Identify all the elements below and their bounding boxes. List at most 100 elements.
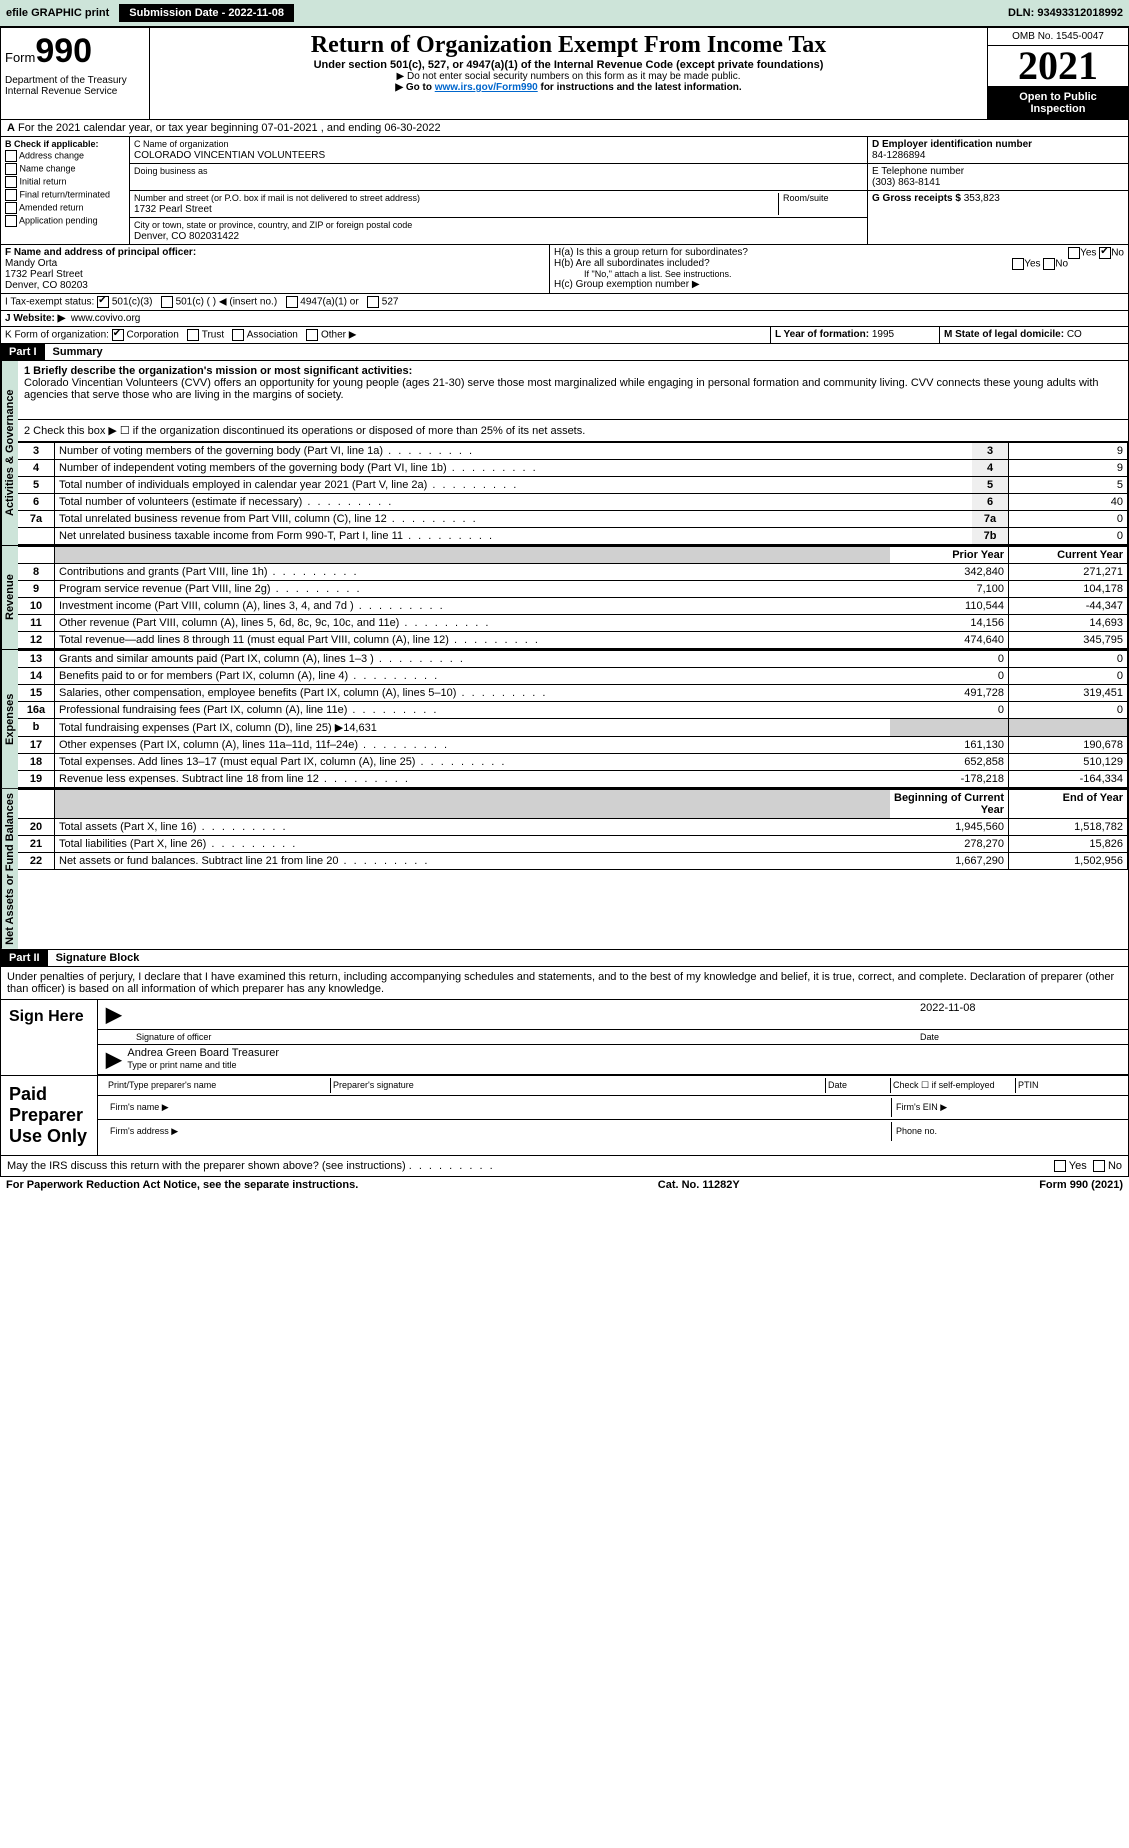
prep-date-label: Date bbox=[826, 1078, 891, 1093]
legal-domicile: CO bbox=[1067, 329, 1082, 340]
form-subtitle: Under section 501(c), 527, or 4947(a)(1)… bbox=[156, 59, 981, 71]
section-klm: K Form of organization: Corporation Trus… bbox=[0, 327, 1129, 344]
chk-501c[interactable] bbox=[161, 296, 173, 308]
chk-501c3[interactable] bbox=[97, 296, 109, 308]
tab-net-assets: Net Assets or Fund Balances bbox=[1, 789, 18, 949]
sig-officer-label: Signature of officer bbox=[136, 1032, 920, 1042]
table-row: 11Other revenue (Part VIII, column (A), … bbox=[18, 615, 1128, 632]
tax-year: 2021 bbox=[988, 46, 1128, 87]
formation-year: 1995 bbox=[872, 329, 894, 340]
governance-table: 3Number of voting members of the governi… bbox=[18, 442, 1128, 545]
firm-addr-label: Firm's address ▶ bbox=[106, 1122, 891, 1141]
section-a-taxyear: A For the 2021 calendar year, or tax yea… bbox=[0, 120, 1129, 137]
type-name-label: Type or print name and title bbox=[127, 1060, 236, 1070]
officer-addr1: 1732 Pearl Street bbox=[5, 269, 83, 280]
firm-ein-label: Firm's EIN ▶ bbox=[891, 1098, 1120, 1117]
ein-label: D Employer identification number bbox=[872, 139, 1032, 150]
typename-arrow-icon: ▶ bbox=[106, 1047, 127, 1072]
line-2-checkbox: 2 Check this box ▶ ☐ if the organization… bbox=[18, 420, 1128, 442]
dept-label: Department of the Treasury Internal Reve… bbox=[5, 75, 145, 97]
table-row: 13Grants and similar amounts paid (Part … bbox=[18, 651, 1128, 668]
submission-date-btn[interactable]: Submission Date - 2022-11-08 bbox=[119, 4, 294, 22]
form-header: Form990 Department of the Treasury Inter… bbox=[0, 28, 1129, 120]
table-row: 10Investment income (Part VIII, column (… bbox=[18, 598, 1128, 615]
tab-revenue: Revenue bbox=[1, 546, 18, 649]
officer-label: F Name and address of principal officer: bbox=[5, 247, 196, 258]
officer-printed-name: Andrea Green Board Treasurer bbox=[127, 1047, 279, 1059]
chk-4947[interactable] bbox=[286, 296, 298, 308]
table-row: 21Total liabilities (Part X, line 26)278… bbox=[18, 836, 1128, 853]
section-fh: F Name and address of principal officer:… bbox=[0, 245, 1129, 294]
form-title: Return of Organization Exempt From Incom… bbox=[156, 32, 981, 59]
form-page-label: Form 990 (2021) bbox=[1039, 1179, 1123, 1191]
sign-here-label: Sign Here bbox=[1, 1000, 98, 1075]
table-row: bTotal fundraising expenses (Part IX, co… bbox=[18, 719, 1128, 737]
chk-association[interactable] bbox=[232, 329, 244, 341]
website-value: www.covivo.org bbox=[71, 313, 140, 324]
form-number: Form990 bbox=[5, 32, 145, 71]
org-name: COLORADO VINCENTIAN VOLUNTEERS bbox=[134, 150, 325, 161]
table-row: 9Program service revenue (Part VIII, lin… bbox=[18, 581, 1128, 598]
org-name-label: C Name of organization bbox=[134, 139, 229, 149]
table-row: 3Number of voting members of the governi… bbox=[18, 443, 1128, 460]
h-b: H(b) Are all subordinates included? Yes … bbox=[554, 258, 1124, 269]
table-row: 6Total number of volunteers (estimate if… bbox=[18, 494, 1128, 511]
revenue-block: Revenue Prior YearCurrent Year8Contribut… bbox=[0, 546, 1129, 650]
efile-label: efile GRAPHIC print bbox=[6, 7, 109, 19]
chk-final-return[interactable]: Final return/terminated bbox=[5, 189, 125, 201]
table-row: 8Contributions and grants (Part VIII, li… bbox=[18, 564, 1128, 581]
gross-receipts-label: G Gross receipts $ bbox=[872, 193, 961, 204]
firm-name-label: Firm's name ▶ bbox=[106, 1098, 891, 1117]
gross-receipts-value: 353,823 bbox=[964, 193, 1000, 204]
page-footer: For Paperwork Reduction Act Notice, see … bbox=[0, 1177, 1129, 1193]
net-assets-block: Net Assets or Fund Balances Beginning of… bbox=[0, 789, 1129, 950]
ssn-note: ▶ Do not enter social security numbers o… bbox=[156, 71, 981, 82]
officer-name: Mandy Orta bbox=[5, 258, 57, 269]
mission-text: Colorado Vincentian Volunteers (CVV) off… bbox=[24, 377, 1099, 401]
h-c: H(c) Group exemption number ▶ bbox=[554, 279, 1124, 290]
tab-activities-governance: Activities & Governance bbox=[1, 361, 18, 545]
h-b-note: If "No," attach a list. See instructions… bbox=[554, 269, 1124, 279]
line-1-label: 1 Briefly describe the organization's mi… bbox=[24, 365, 412, 377]
open-inspection: Open to Public Inspection bbox=[988, 87, 1128, 119]
activities-governance-block: Activities & Governance 1 Briefly descri… bbox=[0, 361, 1129, 546]
section-bcdefg: B Check if applicable: Address change Na… bbox=[0, 137, 1129, 245]
chk-name-change[interactable]: Name change bbox=[5, 163, 125, 175]
table-row: 22Net assets or fund balances. Subtract … bbox=[18, 853, 1128, 870]
city-label: City or town, state or province, country… bbox=[134, 220, 412, 230]
preparer-name-label: Print/Type preparer's name bbox=[106, 1078, 331, 1093]
table-row: 19Revenue less expenses. Subtract line 1… bbox=[18, 771, 1128, 788]
preparer-sig-label: Preparer's signature bbox=[331, 1078, 826, 1093]
chk-initial-return[interactable]: Initial return bbox=[5, 176, 125, 188]
net-assets-table: Beginning of Current YearEnd of Year20To… bbox=[18, 789, 1128, 870]
chk-trust[interactable] bbox=[187, 329, 199, 341]
tab-expenses: Expenses bbox=[1, 650, 18, 788]
street-value: 1732 Pearl Street bbox=[134, 204, 212, 215]
table-row: 16aProfessional fundraising fees (Part I… bbox=[18, 702, 1128, 719]
ein-value: 84-1286894 bbox=[872, 150, 925, 161]
chk-other[interactable] bbox=[306, 329, 318, 341]
chk-527[interactable] bbox=[367, 296, 379, 308]
dba-label: Doing business as bbox=[134, 166, 208, 176]
chk-address-change[interactable]: Address change bbox=[5, 150, 125, 162]
ptin-label: PTIN bbox=[1016, 1078, 1120, 1093]
table-row: 14Benefits paid to or for members (Part … bbox=[18, 668, 1128, 685]
phone-value: (303) 863-8141 bbox=[872, 177, 940, 188]
chk-application-pending[interactable]: Application pending bbox=[5, 215, 125, 227]
instructions-note: ▶ Go to www.irs.gov/Form990 for instruct… bbox=[156, 82, 981, 93]
street-label: Number and street (or P.O. box if mail i… bbox=[134, 193, 420, 203]
chk-corporation[interactable] bbox=[112, 329, 124, 341]
chk-amended-return[interactable]: Amended return bbox=[5, 202, 125, 214]
section-b-checkboxes: B Check if applicable: Address change Na… bbox=[1, 137, 130, 244]
expenses-table: 13Grants and similar amounts paid (Part … bbox=[18, 650, 1128, 788]
paid-preparer-label: Paid Preparer Use Only bbox=[1, 1076, 98, 1155]
section-j: J Website: ▶ www.covivo.org bbox=[0, 311, 1129, 327]
part-1-header: Part I Summary bbox=[0, 344, 1129, 361]
part-2-header: Part II Signature Block bbox=[0, 950, 1129, 967]
table-row: 17Other expenses (Part IX, column (A), l… bbox=[18, 737, 1128, 754]
efile-topbar: efile GRAPHIC print Submission Date - 20… bbox=[0, 0, 1129, 28]
signature-arrow-icon: ▶ bbox=[106, 1002, 127, 1027]
dln-label: DLN: 93493312018992 bbox=[1008, 7, 1123, 19]
table-row: 7aTotal unrelated business revenue from … bbox=[18, 511, 1128, 528]
irs-form990-link[interactable]: www.irs.gov/Form990 bbox=[435, 82, 538, 93]
